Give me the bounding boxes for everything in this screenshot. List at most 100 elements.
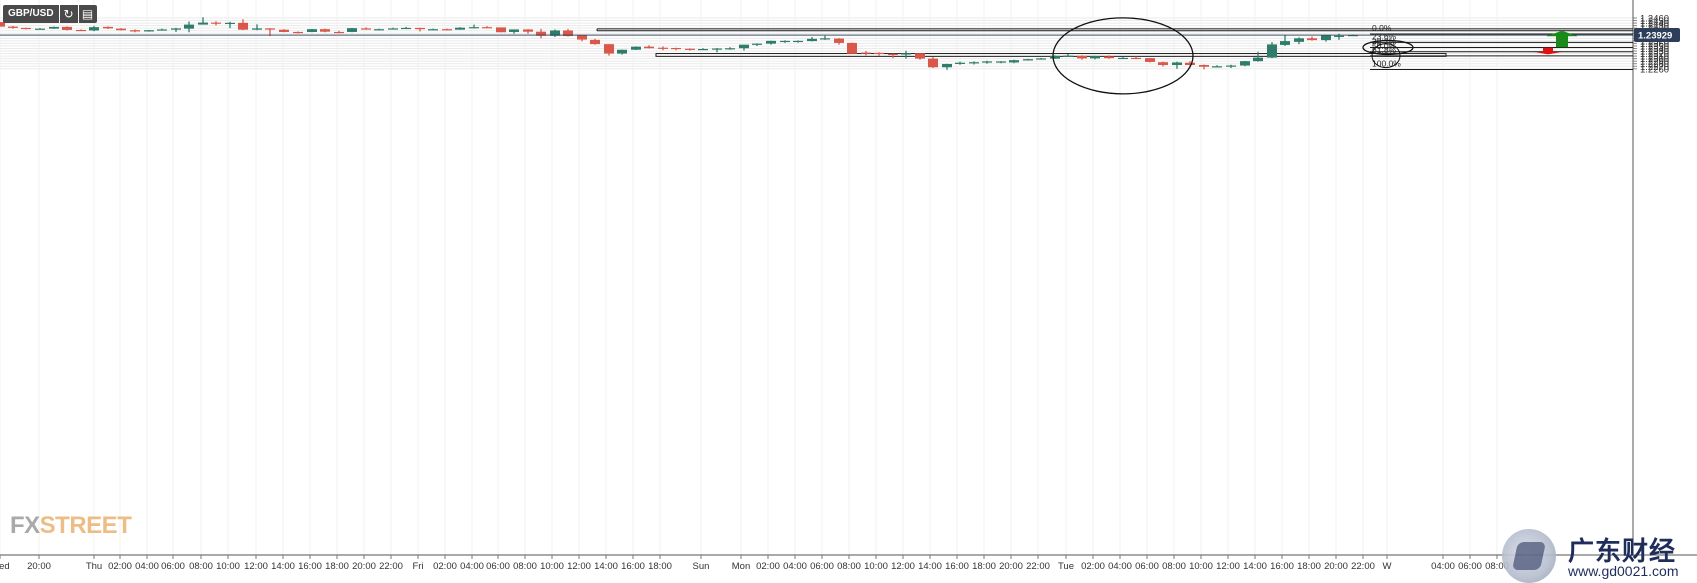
x-tick-label: 18:00 <box>1297 561 1321 572</box>
candle-body-down <box>116 28 126 31</box>
candle-body-down <box>62 26 72 30</box>
x-tick-label: 08:00 <box>1162 561 1186 572</box>
x-tick-label: 12:00 <box>567 561 591 572</box>
candle-body-up <box>1267 44 1277 58</box>
arrow-up-head <box>1546 30 1578 37</box>
symbol-label[interactable]: GBP/USD <box>3 5 59 23</box>
fib-level-label: 100.0% <box>1372 59 1401 69</box>
candle-body-down <box>1131 57 1141 60</box>
candle-body-up <box>1253 57 1263 62</box>
candle-body-up <box>1226 65 1236 67</box>
candle-body-down <box>279 29 289 32</box>
x-tick-label: 12:00 <box>891 561 915 572</box>
candle-body-up <box>712 48 722 50</box>
candle-body-up <box>1063 55 1073 57</box>
refresh-icon[interactable]: ↻ <box>59 5 78 23</box>
candle-body-down <box>590 39 600 45</box>
candle-body-up <box>388 28 398 30</box>
candle-body-down <box>1185 62 1195 65</box>
logo-fx: FX <box>10 512 40 539</box>
x-tick-label: 16:00 <box>298 561 322 572</box>
candle-body-down <box>103 26 113 29</box>
candle-body-up <box>780 40 790 43</box>
x-tick-label: 20:00 <box>352 561 376 572</box>
watermark-url: www.gd0021.com <box>1568 563 1679 579</box>
fib-level-label: 0.0% <box>1372 23 1392 33</box>
x-tick-label: 06:00 <box>1135 561 1159 572</box>
x-tick-label: 12:00 <box>1216 561 1240 572</box>
current-price-label: 1.23929 <box>1638 31 1672 42</box>
candle-body-up <box>171 28 181 30</box>
candle-body-down <box>238 22 248 30</box>
candle-body-down <box>211 22 221 24</box>
arrow-down-shaft <box>1543 47 1553 53</box>
x-tick-label: Mon <box>732 561 750 572</box>
x-tick-label: 04:00 <box>783 561 807 572</box>
candle-body-down <box>482 27 492 29</box>
candle-body-up <box>455 27 465 30</box>
x-tick-label: 20:00 <box>999 561 1023 572</box>
fib-38-ellipse <box>1362 39 1414 56</box>
candle-body-down <box>21 27 31 30</box>
fib-level-label: 50.0% <box>1372 41 1397 51</box>
x-tick-label: 22:00 <box>379 561 403 572</box>
y-tick-label: 1.2270 <box>1640 62 1669 73</box>
candle-body-up <box>1280 41 1290 45</box>
candle-body-up <box>428 29 438 31</box>
candle-body-up <box>739 44 749 49</box>
candle-body-up <box>617 49 627 54</box>
candle-body-down <box>361 28 371 30</box>
candle-body-up <box>1348 35 1358 37</box>
x-tick-label: 10:00 <box>540 561 564 572</box>
x-tick-label: 08:00 <box>1485 561 1509 572</box>
x-tick-label: 02:00 <box>1081 561 1105 572</box>
candle-body-up <box>955 62 965 64</box>
x-tick-label: 16:00 <box>1270 561 1294 572</box>
x-tick-label: 10:00 <box>1189 561 1213 572</box>
x-tick-label: Sun <box>693 561 710 572</box>
candle-body-down <box>8 26 18 28</box>
candle-body-down <box>536 31 546 36</box>
candle-body-up <box>550 30 560 36</box>
x-tick-label: 08:00 <box>189 561 213 572</box>
x-tick-label: 16:00 <box>945 561 969 572</box>
candle-body-up <box>1172 62 1182 65</box>
y-tick-label: 1.2280 <box>1640 59 1669 70</box>
y-tick-label: 1.2320 <box>1640 49 1669 60</box>
arrow-down-head <box>1534 52 1562 55</box>
fib-61-ellipse <box>1371 43 1401 69</box>
logo-street: STREET <box>39 512 132 539</box>
x-tick-label: 14:00 <box>271 561 295 572</box>
x-tick-label: 06:00 <box>1458 561 1482 572</box>
candle-body-down <box>1199 64 1209 67</box>
candle-body-down <box>523 29 533 32</box>
candle-body-down <box>1307 38 1317 41</box>
calendar-icon[interactable]: ▤ <box>78 5 97 23</box>
x-tick-label: 02:00 <box>108 561 132 572</box>
candle-body-up <box>49 26 59 29</box>
candle-body-down <box>888 53 898 56</box>
candle-body-up <box>1118 57 1128 60</box>
fib-level-label: 23.6% <box>1372 31 1397 41</box>
x-tick-label: 02:00 <box>756 561 780 572</box>
candle-body-down <box>847 42 857 54</box>
x-tick-label: 16:00 <box>621 561 645 572</box>
x-tick-label: 22:00 <box>1351 561 1375 572</box>
candle-body-up <box>252 28 262 30</box>
x-tick-label: 06:00 <box>810 561 834 572</box>
candle-body-down <box>293 31 303 34</box>
x-tick-label: Tue <box>1058 561 1074 572</box>
candle-body-up <box>89 27 99 31</box>
candle-body-up <box>1023 59 1033 61</box>
x-tick-label: 06:00 <box>486 561 510 572</box>
candle-body-down <box>442 29 452 31</box>
fib-level-label: 61.8% <box>1372 45 1397 55</box>
y-tick-label: 1.2360 <box>1640 39 1669 50</box>
candle-body-up <box>1090 56 1100 59</box>
candle-body-up <box>307 29 317 32</box>
candle-body-down <box>671 47 681 50</box>
candle-body-up <box>509 29 519 32</box>
candle-body-up <box>901 53 911 55</box>
y-tick-label: 1.2260 <box>1640 64 1669 75</box>
